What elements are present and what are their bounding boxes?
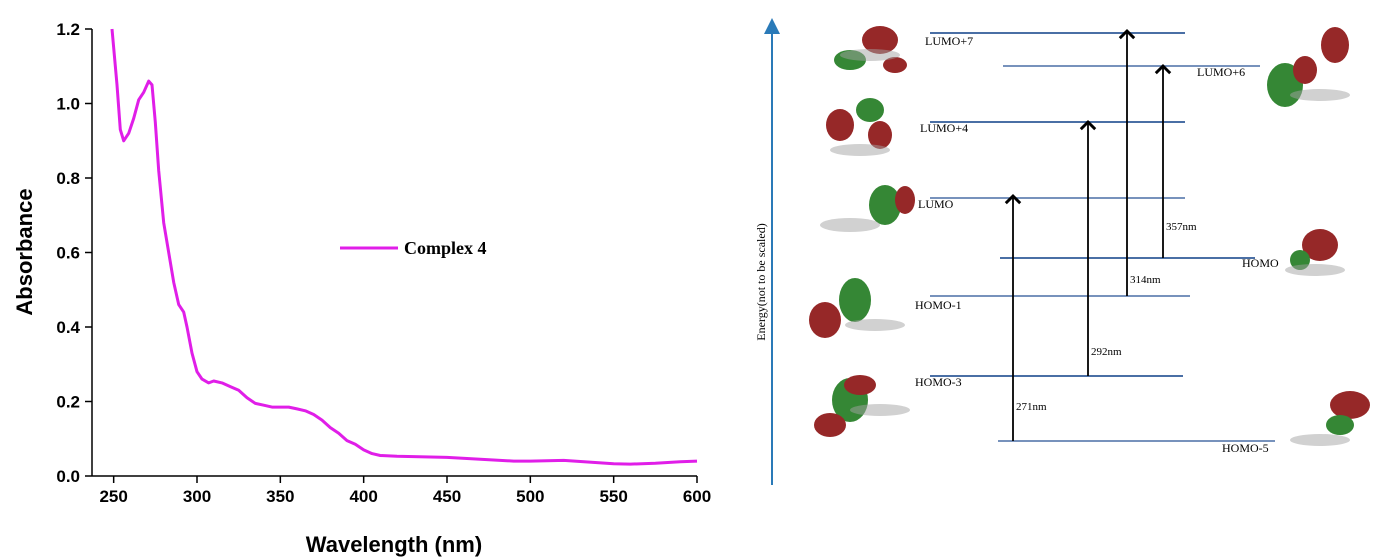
x-tick-label: 450 bbox=[433, 487, 461, 506]
orbital-images bbox=[809, 26, 1370, 446]
chart: Wavelength (nm) Absorbance 0.0 0.2 0.4 0.6 0… bbox=[12, 20, 711, 557]
orbital bbox=[1285, 229, 1345, 276]
level-label: LUMO+6 bbox=[1197, 65, 1245, 79]
energy-axis-label: Energy(not to be scaled) bbox=[754, 223, 768, 340]
orbital bbox=[820, 185, 915, 232]
transition-label: 271nm bbox=[1016, 401, 1047, 413]
x-tick-label: 350 bbox=[266, 487, 294, 506]
x-tick-label: 400 bbox=[349, 487, 377, 506]
level-label: HOMO bbox=[1242, 256, 1279, 270]
y-tick-label: 1.0 bbox=[56, 95, 80, 114]
level-label: LUMO bbox=[918, 197, 954, 211]
y-tick-label: 1.2 bbox=[56, 20, 80, 39]
y-tick-label: 0.8 bbox=[56, 169, 80, 188]
y-tick-label: 0.4 bbox=[56, 318, 80, 337]
level-label: LUMO+4 bbox=[920, 121, 968, 135]
level-label: HOMO-5 bbox=[1222, 441, 1269, 455]
diagram: Energy(not to be scaled) LUMO+7 LUMO+6 LUM… bbox=[754, 20, 1370, 485]
orbital bbox=[814, 375, 910, 437]
x-tick-label: 600 bbox=[683, 487, 711, 506]
level-label: HOMO-3 bbox=[915, 375, 962, 389]
orbital bbox=[834, 26, 907, 73]
y-tick-label: 0.0 bbox=[56, 467, 80, 486]
x-tick-label: 300 bbox=[183, 487, 211, 506]
x-tick-label: 550 bbox=[599, 487, 627, 506]
orbital bbox=[1290, 391, 1370, 446]
figure: Wavelength (nm) Absorbance 0.0 0.2 0.4 0.6 0… bbox=[0, 0, 1376, 559]
y-axis-title: Absorbance bbox=[12, 188, 37, 315]
y-tick-label: 0.6 bbox=[56, 244, 80, 263]
orbital bbox=[826, 98, 892, 156]
x-tick-label: 500 bbox=[516, 487, 544, 506]
transition-label: 292nm bbox=[1091, 346, 1122, 358]
level-label: HOMO-1 bbox=[915, 298, 962, 312]
orbital bbox=[1267, 27, 1350, 107]
x-axis-title: Wavelength (nm) bbox=[306, 532, 482, 557]
x-tick-label: 250 bbox=[99, 487, 127, 506]
y-tick-label: 0.2 bbox=[56, 393, 80, 412]
legend-label: Complex 4 bbox=[404, 238, 487, 258]
level-label: LUMO+7 bbox=[925, 34, 973, 48]
transition-label: 314nm bbox=[1130, 274, 1161, 286]
transition-label: 357nm bbox=[1166, 221, 1197, 233]
orbital bbox=[809, 278, 905, 338]
